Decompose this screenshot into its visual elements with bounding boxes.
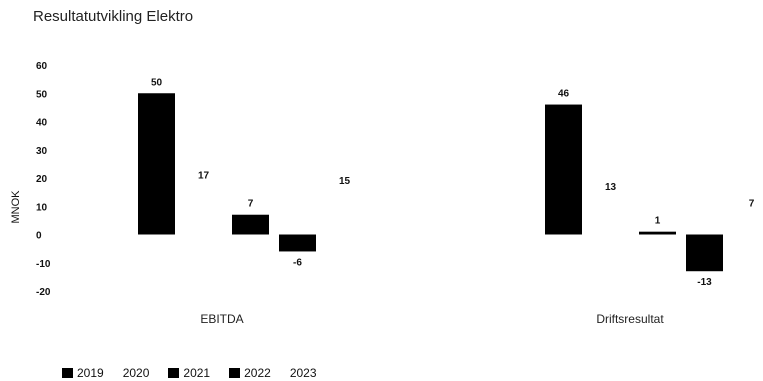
bar-2023-ebitda	[326, 192, 363, 235]
bar-2021-driftsresultat	[639, 231, 676, 235]
data-label: 50	[151, 77, 163, 88]
y-tick-label: -20	[36, 287, 51, 298]
bar-2019-ebitda	[138, 93, 175, 235]
legend-label: 2021	[183, 366, 211, 380]
data-label: 13	[605, 182, 617, 193]
data-label: 15	[339, 176, 351, 187]
x-category-label: Driftsresultat	[596, 312, 664, 326]
y-tick-label: 10	[36, 202, 48, 213]
y-tick-label: 50	[36, 89, 48, 100]
y-tick-label: 40	[36, 118, 48, 129]
data-label: 46	[558, 89, 570, 100]
y-tick-label: -10	[36, 259, 51, 270]
y-tick-label: 30	[36, 146, 48, 157]
legend-label: 2020	[122, 366, 150, 380]
legend-swatch	[168, 368, 180, 378]
y-tick-label: 60	[36, 61, 48, 72]
legend-label: 2019	[77, 366, 104, 380]
bar-2020-driftsresultat	[592, 197, 629, 235]
bar-2020-ebitda	[185, 186, 222, 235]
legend-label: 2023	[289, 366, 317, 380]
data-label: -6	[293, 257, 302, 268]
y-tick-label: 20	[36, 174, 48, 185]
x-category-label: EBITDA	[200, 312, 243, 326]
legend-swatch	[229, 368, 241, 378]
legend-item-2020: 2020	[123, 366, 150, 380]
data-label: 7	[248, 199, 254, 210]
y-axis-label: MNOK	[10, 190, 22, 224]
legend-item-2019: 2019	[62, 366, 104, 380]
data-label: 7	[749, 199, 755, 210]
chart-legend: 2019 2020 2021 2022 2023	[62, 366, 336, 380]
legend-item-2022: 2022	[229, 366, 271, 380]
bar-2021-ebitda	[232, 214, 269, 235]
bar-2023-driftsresultat	[733, 214, 763, 235]
bar-2022-ebitda	[279, 234, 316, 252]
legend-item-2021: 2021	[168, 366, 210, 380]
data-label: 17	[198, 170, 210, 181]
data-label: 1	[655, 216, 661, 227]
bar-2022-driftsresultat	[686, 234, 723, 272]
legend-label: 2022	[244, 366, 271, 380]
y-tick-label: 0	[36, 231, 42, 242]
data-label: -13	[697, 277, 712, 288]
chart-title: Resultatutvikling Elektro	[33, 8, 194, 25]
legend-swatch	[62, 368, 73, 378]
legend-item-2023: 2023	[290, 366, 317, 380]
bar-2019-driftsresultat	[545, 104, 582, 235]
